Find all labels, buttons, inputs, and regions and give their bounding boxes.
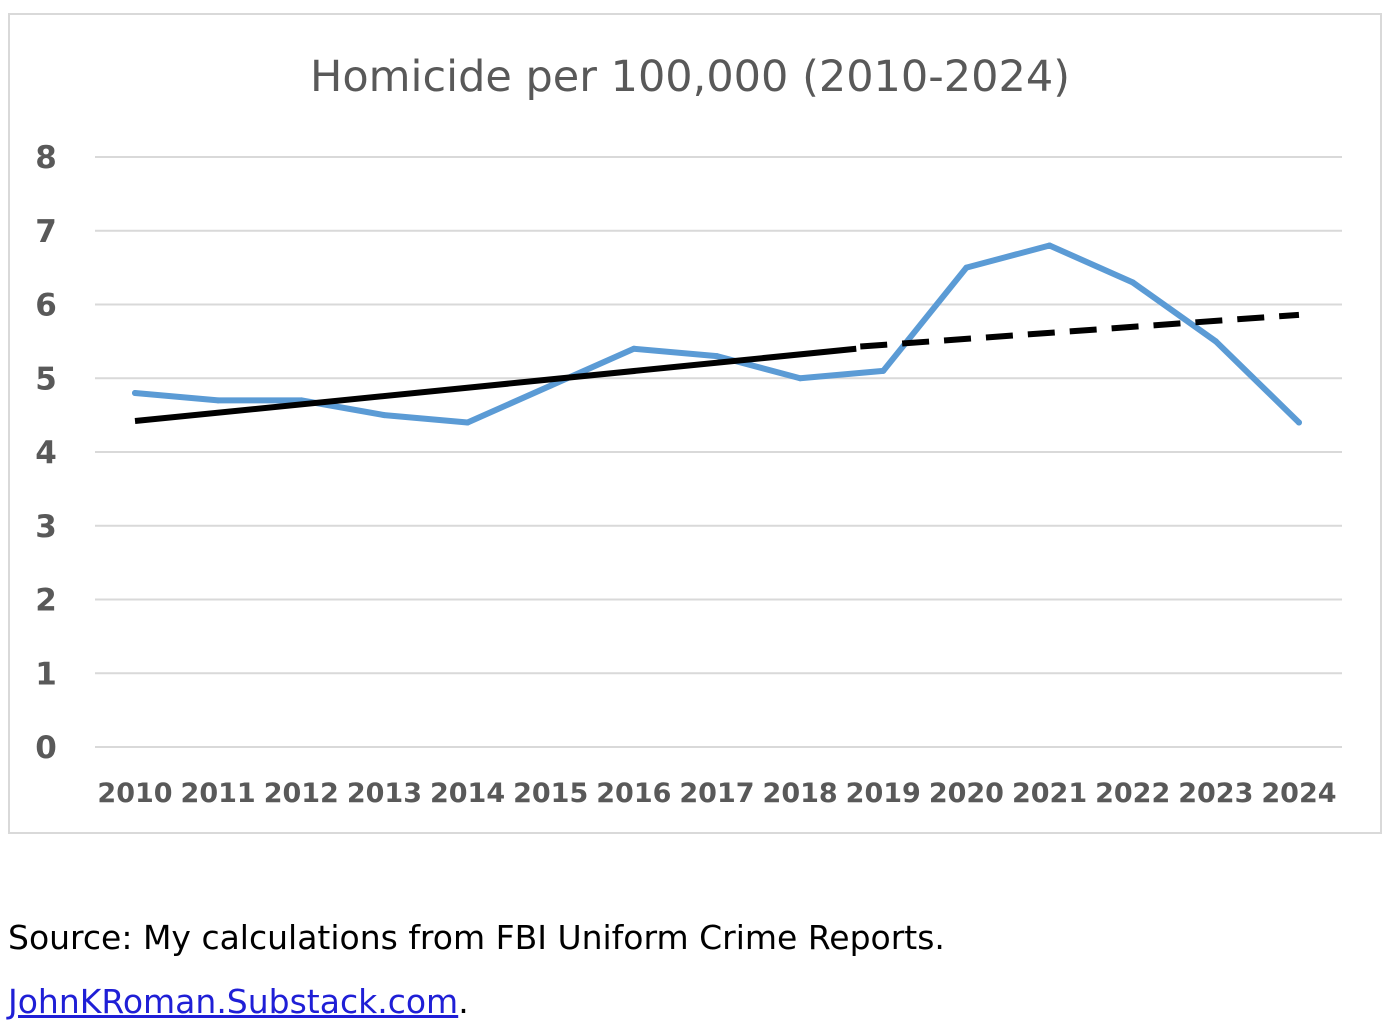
y-tick-label: 5 [35,361,57,397]
y-tick-label: 2 [35,583,57,619]
y-tick-label: 1 [35,656,57,692]
data-point [1212,338,1219,345]
x-tick-label: 2021 [1012,778,1087,809]
x-tick-label: 2023 [1178,778,1253,809]
data-point [381,412,388,419]
data-point [464,419,471,426]
x-tick-label: 2020 [929,778,1004,809]
data-point [630,345,637,352]
trend-line-solid [134,345,857,425]
data-point [1295,419,1302,426]
x-tick-label: 2024 [1261,778,1336,809]
data-point [963,264,970,271]
x-tick-label: 2022 [1095,778,1170,809]
y-tick-label: 6 [35,288,57,324]
chart-title: Homicide per 100,000 (2010-2024) [310,52,1070,102]
y-tick-label: 3 [35,509,57,545]
data-point [880,367,887,374]
trend-layer [134,311,1300,425]
data-point [132,390,138,396]
source-caption: Source: My calculations from FBI Uniform… [8,918,945,957]
data-point [1046,242,1053,249]
series-line [132,242,1302,426]
y-tick-label: 4 [35,435,57,471]
data-point [713,353,720,360]
data-point [547,382,554,389]
substack-link[interactable]: JohnKRoman.Substack.com [8,982,459,1021]
y-axis-tick-labels: 0 1 2 3 4 5 6 7 8 [35,140,57,766]
x-tick-label: 2019 [846,778,921,809]
line-chart: Homicide per 100,000 (2010-2024) 0 1 2 3 4 5 6… [35,52,1342,809]
trend-line-dashed [860,311,1300,350]
x-tick-label: 2017 [679,778,754,809]
link-caption: JohnKRoman.Substack.com. [8,982,469,1021]
gridlines [95,156,1342,748]
y-tick-label: 8 [35,140,57,176]
y-tick-label: 0 [35,730,57,766]
data-point [797,375,804,382]
x-tick-label: 2018 [763,778,838,809]
chart-frame: Homicide per 100,000 (2010-2024) 0 1 2 3 4 5 6… [8,13,1382,834]
x-tick-label: 2016 [596,778,671,809]
series-layer [132,242,1302,426]
x-axis-tick-labels: 2010 2011 2012 2013 2014 2015 2016 2017 2018 2019… [97,778,1336,809]
data-point [1129,279,1136,286]
x-tick-label: 2012 [264,778,339,809]
y-tick-label: 7 [35,214,57,250]
x-tick-label: 2014 [430,778,505,809]
x-tick-label: 2013 [347,778,422,809]
x-tick-label: 2015 [513,778,588,809]
x-tick-label: 2010 [97,778,172,809]
x-tick-label: 2011 [181,778,256,809]
link-suffix: . [458,982,469,1021]
data-point [215,397,222,404]
